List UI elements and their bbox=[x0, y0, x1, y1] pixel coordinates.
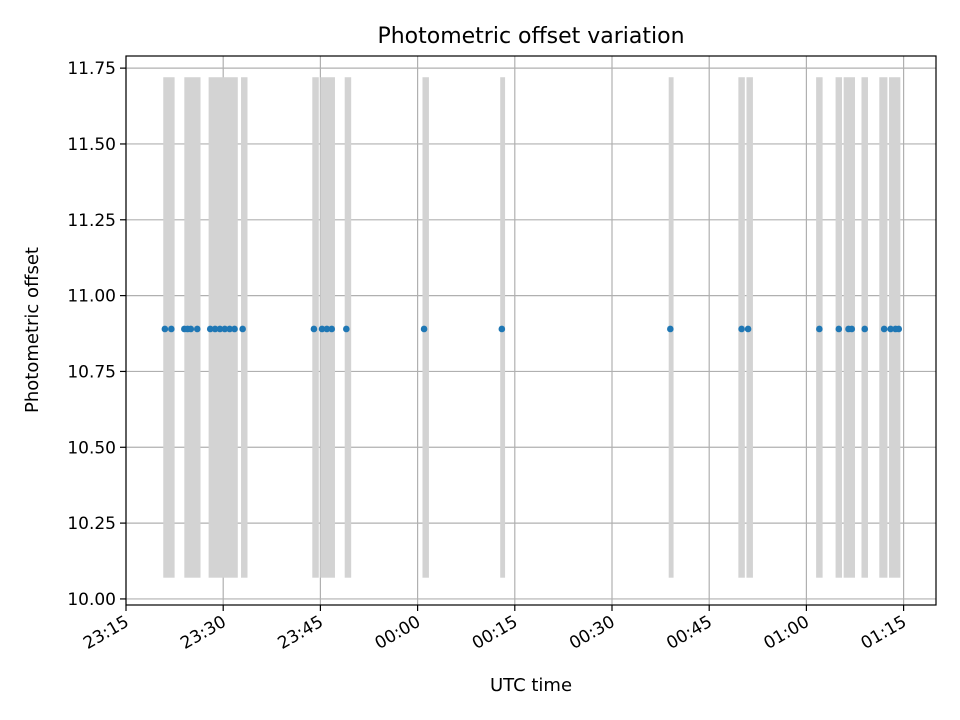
x-tick-label: 00:45 bbox=[663, 612, 715, 654]
data-point bbox=[193, 325, 201, 333]
data-point bbox=[310, 325, 318, 333]
offset-points bbox=[161, 325, 903, 333]
data-point bbox=[221, 325, 229, 333]
chart-title: Photometric offset variation bbox=[377, 24, 684, 49]
x-tick-label: 00:00 bbox=[372, 612, 424, 654]
y-tick-label: 10.25 bbox=[67, 514, 116, 534]
data-point bbox=[667, 325, 674, 333]
x-axis-ticks: 23:15 23:30 23:45 00:00 00:15 00:30 00:45 01:00… bbox=[80, 605, 910, 654]
y-tick-label: 10.50 bbox=[67, 438, 116, 458]
x-tick-label: 23:15 bbox=[80, 612, 132, 654]
data-point bbox=[226, 325, 233, 333]
data-point bbox=[498, 325, 506, 333]
x-tick-label: 01:15 bbox=[858, 612, 910, 654]
data-point bbox=[848, 325, 856, 333]
data-point bbox=[880, 325, 888, 333]
x-axis-label: UTC time bbox=[490, 675, 572, 696]
y-tick-label: 10.75 bbox=[67, 362, 116, 382]
data-point bbox=[231, 325, 238, 333]
data-point bbox=[343, 325, 350, 333]
data-point bbox=[161, 325, 169, 333]
grid-lines bbox=[125, 56, 936, 605]
x-tick-label: 00:30 bbox=[566, 612, 618, 654]
data-point bbox=[323, 325, 331, 333]
data-point bbox=[239, 325, 246, 333]
y-tick-label: 11.75 bbox=[67, 59, 116, 79]
exposure-bands bbox=[163, 77, 901, 578]
data-point bbox=[187, 325, 195, 333]
data-point bbox=[216, 325, 224, 333]
y-tick-label: 10.00 bbox=[67, 590, 116, 610]
data-point bbox=[861, 325, 869, 333]
data-point bbox=[835, 325, 843, 333]
data-point bbox=[744, 325, 752, 333]
data-point bbox=[738, 325, 745, 333]
y-tick-label: 11.00 bbox=[67, 287, 116, 307]
data-point bbox=[211, 325, 219, 333]
y-axis-label: Photometric offset bbox=[22, 247, 43, 413]
data-point bbox=[420, 325, 428, 333]
data-point bbox=[895, 325, 903, 333]
y-axis-ticks: 10.00 10.25 10.50 10.75 11.00 11.25 11.50 11.75 bbox=[67, 59, 126, 610]
x-tick-label: 01:00 bbox=[760, 612, 812, 654]
x-tick-label: 00:15 bbox=[469, 612, 521, 654]
data-point bbox=[206, 325, 214, 333]
y-tick-label: 11.50 bbox=[67, 135, 116, 155]
data-point bbox=[318, 325, 326, 333]
data-point bbox=[168, 325, 175, 333]
x-tick-label: 23:30 bbox=[177, 612, 229, 654]
x-tick-label: 23:45 bbox=[274, 612, 326, 654]
data-point bbox=[887, 325, 894, 333]
data-point bbox=[328, 325, 336, 333]
y-tick-label: 11.25 bbox=[67, 211, 116, 231]
data-point bbox=[816, 325, 823, 333]
plot-frame bbox=[125, 55, 937, 606]
